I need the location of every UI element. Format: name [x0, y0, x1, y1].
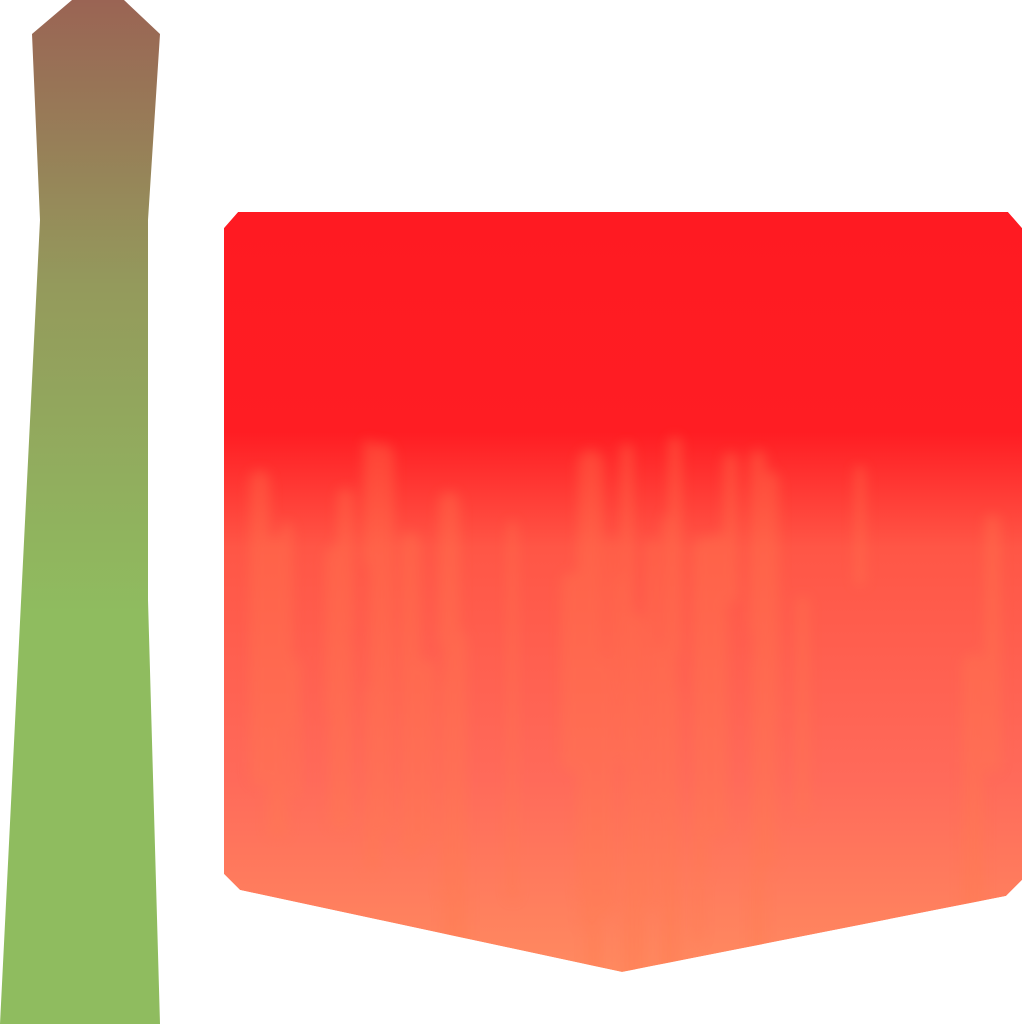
petal-streak — [507, 521, 518, 901]
petal-streak — [364, 686, 381, 872]
petal-streak — [363, 439, 373, 566]
petal-streak — [443, 629, 468, 972]
petal-streaks — [249, 436, 1001, 972]
petal-streak — [291, 659, 301, 799]
petal-streak — [623, 612, 646, 972]
petal-streak — [723, 452, 739, 603]
petal-streak — [854, 465, 866, 586]
petal-streak — [337, 488, 354, 634]
petal-group — [224, 212, 1022, 972]
petal-streak — [706, 534, 728, 838]
petal-streak — [796, 596, 810, 817]
petal-streak — [962, 653, 984, 953]
petal-streak — [753, 559, 778, 870]
petal-streak — [440, 678, 449, 900]
petal-streak — [647, 539, 658, 912]
petal-streak — [692, 544, 703, 943]
stem-shape — [0, 0, 160, 1024]
petal-streak — [438, 491, 460, 649]
petal-streak — [577, 449, 604, 725]
petal-streak — [377, 509, 386, 798]
petal-streak — [660, 687, 680, 972]
petal-streak — [592, 681, 617, 918]
petal-streak — [418, 659, 435, 846]
petal-streak — [328, 636, 353, 831]
petal-streak — [668, 436, 682, 657]
petal-streak — [249, 470, 270, 786]
petal-streak — [984, 514, 1001, 774]
petal-streak — [561, 573, 582, 772]
petal-streak — [400, 532, 421, 859]
petal-streak — [280, 522, 293, 726]
